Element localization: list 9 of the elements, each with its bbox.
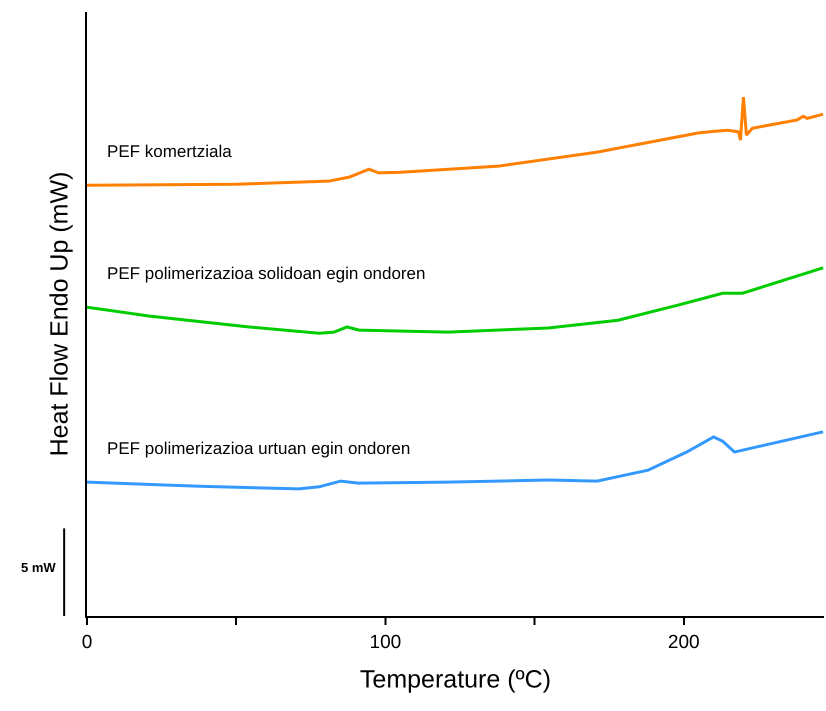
series-label: PEF komertziala [107,142,232,161]
series-label: PEF polimerizazioa solidoan egin ondoren [107,264,426,283]
series-label: PEF polimerizazioa urtuan egin ondoren [107,439,410,458]
x-axis-title: Temperature (ºC) [360,665,552,694]
x-tick-label: 200 [668,632,700,653]
x-tick-label: 0 [82,632,92,653]
y-axis-title: Heat Flow Endo Up (mW) [45,172,74,456]
text: 5 mW [21,560,56,575]
x-tick-label: 100 [370,632,402,653]
